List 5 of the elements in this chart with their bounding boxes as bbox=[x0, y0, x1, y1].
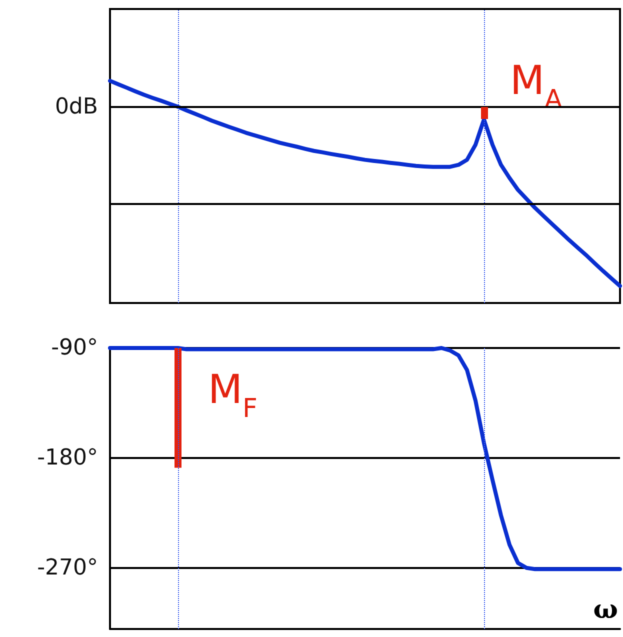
y-tick-label: -270° bbox=[37, 555, 98, 580]
y-tick-label: -90° bbox=[51, 336, 98, 360]
y-tick-label: -180° bbox=[37, 445, 98, 470]
text: 0dB bbox=[54, 94, 98, 120]
x-axis-title: ω bbox=[593, 595, 618, 625]
